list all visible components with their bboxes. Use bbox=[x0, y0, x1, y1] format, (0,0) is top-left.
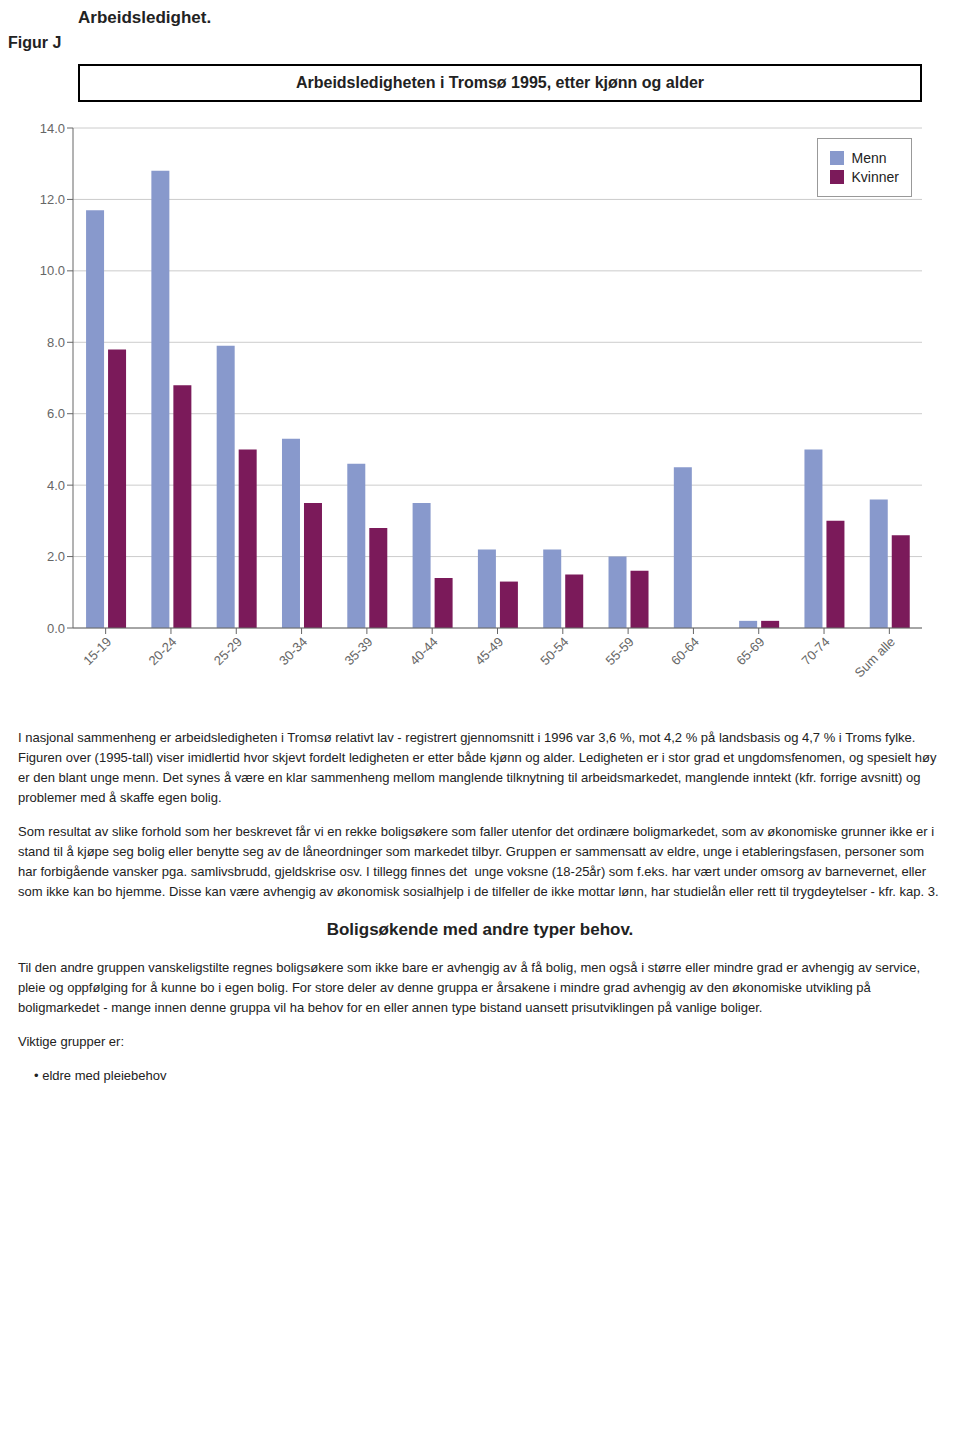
svg-text:10.0: 10.0 bbox=[40, 263, 65, 278]
svg-text:6.0: 6.0 bbox=[47, 406, 65, 421]
svg-text:35-39: 35-39 bbox=[341, 634, 375, 668]
html-text:Arbeidsledighet.: Arbeidsledighet. bbox=[78, 8, 212, 27]
svg-text:55-59: 55-59 bbox=[603, 634, 637, 668]
svg-text:14.0: 14.0 bbox=[40, 121, 65, 136]
html-text:• eldre med pleiebehov: • eldre med pleiebehov bbox=[34, 1068, 167, 1083]
svg-text:50-54: 50-54 bbox=[537, 634, 571, 668]
svg-text:4.0: 4.0 bbox=[47, 478, 65, 493]
html-text:Arbeidsledigheten i Tromsø 199: Arbeidsledigheten i Tromsø 1995, etter k… bbox=[295, 74, 704, 91]
svg-text:12.0: 12.0 bbox=[40, 192, 65, 207]
svg-text:Sum alle: Sum alle bbox=[852, 634, 898, 680]
html-text:Figur J: Figur J bbox=[8, 34, 62, 51]
html-text:Kvinner: Kvinner bbox=[851, 169, 899, 185]
html-text:Menn: Menn bbox=[851, 150, 887, 166]
svg-text:25-29: 25-29 bbox=[211, 634, 245, 668]
svg-text:45-49: 45-49 bbox=[472, 634, 506, 668]
svg-text:0.0: 0.0 bbox=[47, 621, 65, 636]
html-text:Til den andre gruppen vanskeli: Til den andre gruppen vanskeligstilte re… bbox=[18, 960, 924, 1015]
svg-text:2.0: 2.0 bbox=[47, 549, 65, 564]
html-text:I nasjonal sammenheng er arbei: I nasjonal sammenheng er arbeidsledighet… bbox=[18, 730, 941, 805]
html-text:Viktige grupper er:: Viktige grupper er: bbox=[18, 1034, 124, 1049]
svg-text:40-44: 40-44 bbox=[407, 634, 441, 668]
svg-text:70-74: 70-74 bbox=[799, 634, 833, 668]
svg-text:65-69: 65-69 bbox=[733, 634, 767, 668]
svg-text:20-24: 20-24 bbox=[145, 634, 179, 668]
html-text:Boligsøkende med andre typer b: Boligsøkende med andre typer behov. bbox=[326, 920, 634, 939]
html-text:Som resultat av slike forhold: Som resultat av slike forhold som her be… bbox=[18, 824, 939, 899]
svg-text:15-19: 15-19 bbox=[80, 634, 114, 668]
svg-text:30-34: 30-34 bbox=[276, 634, 310, 668]
svg-text:60-64: 60-64 bbox=[668, 634, 702, 668]
svg-text:8.0: 8.0 bbox=[47, 335, 65, 350]
